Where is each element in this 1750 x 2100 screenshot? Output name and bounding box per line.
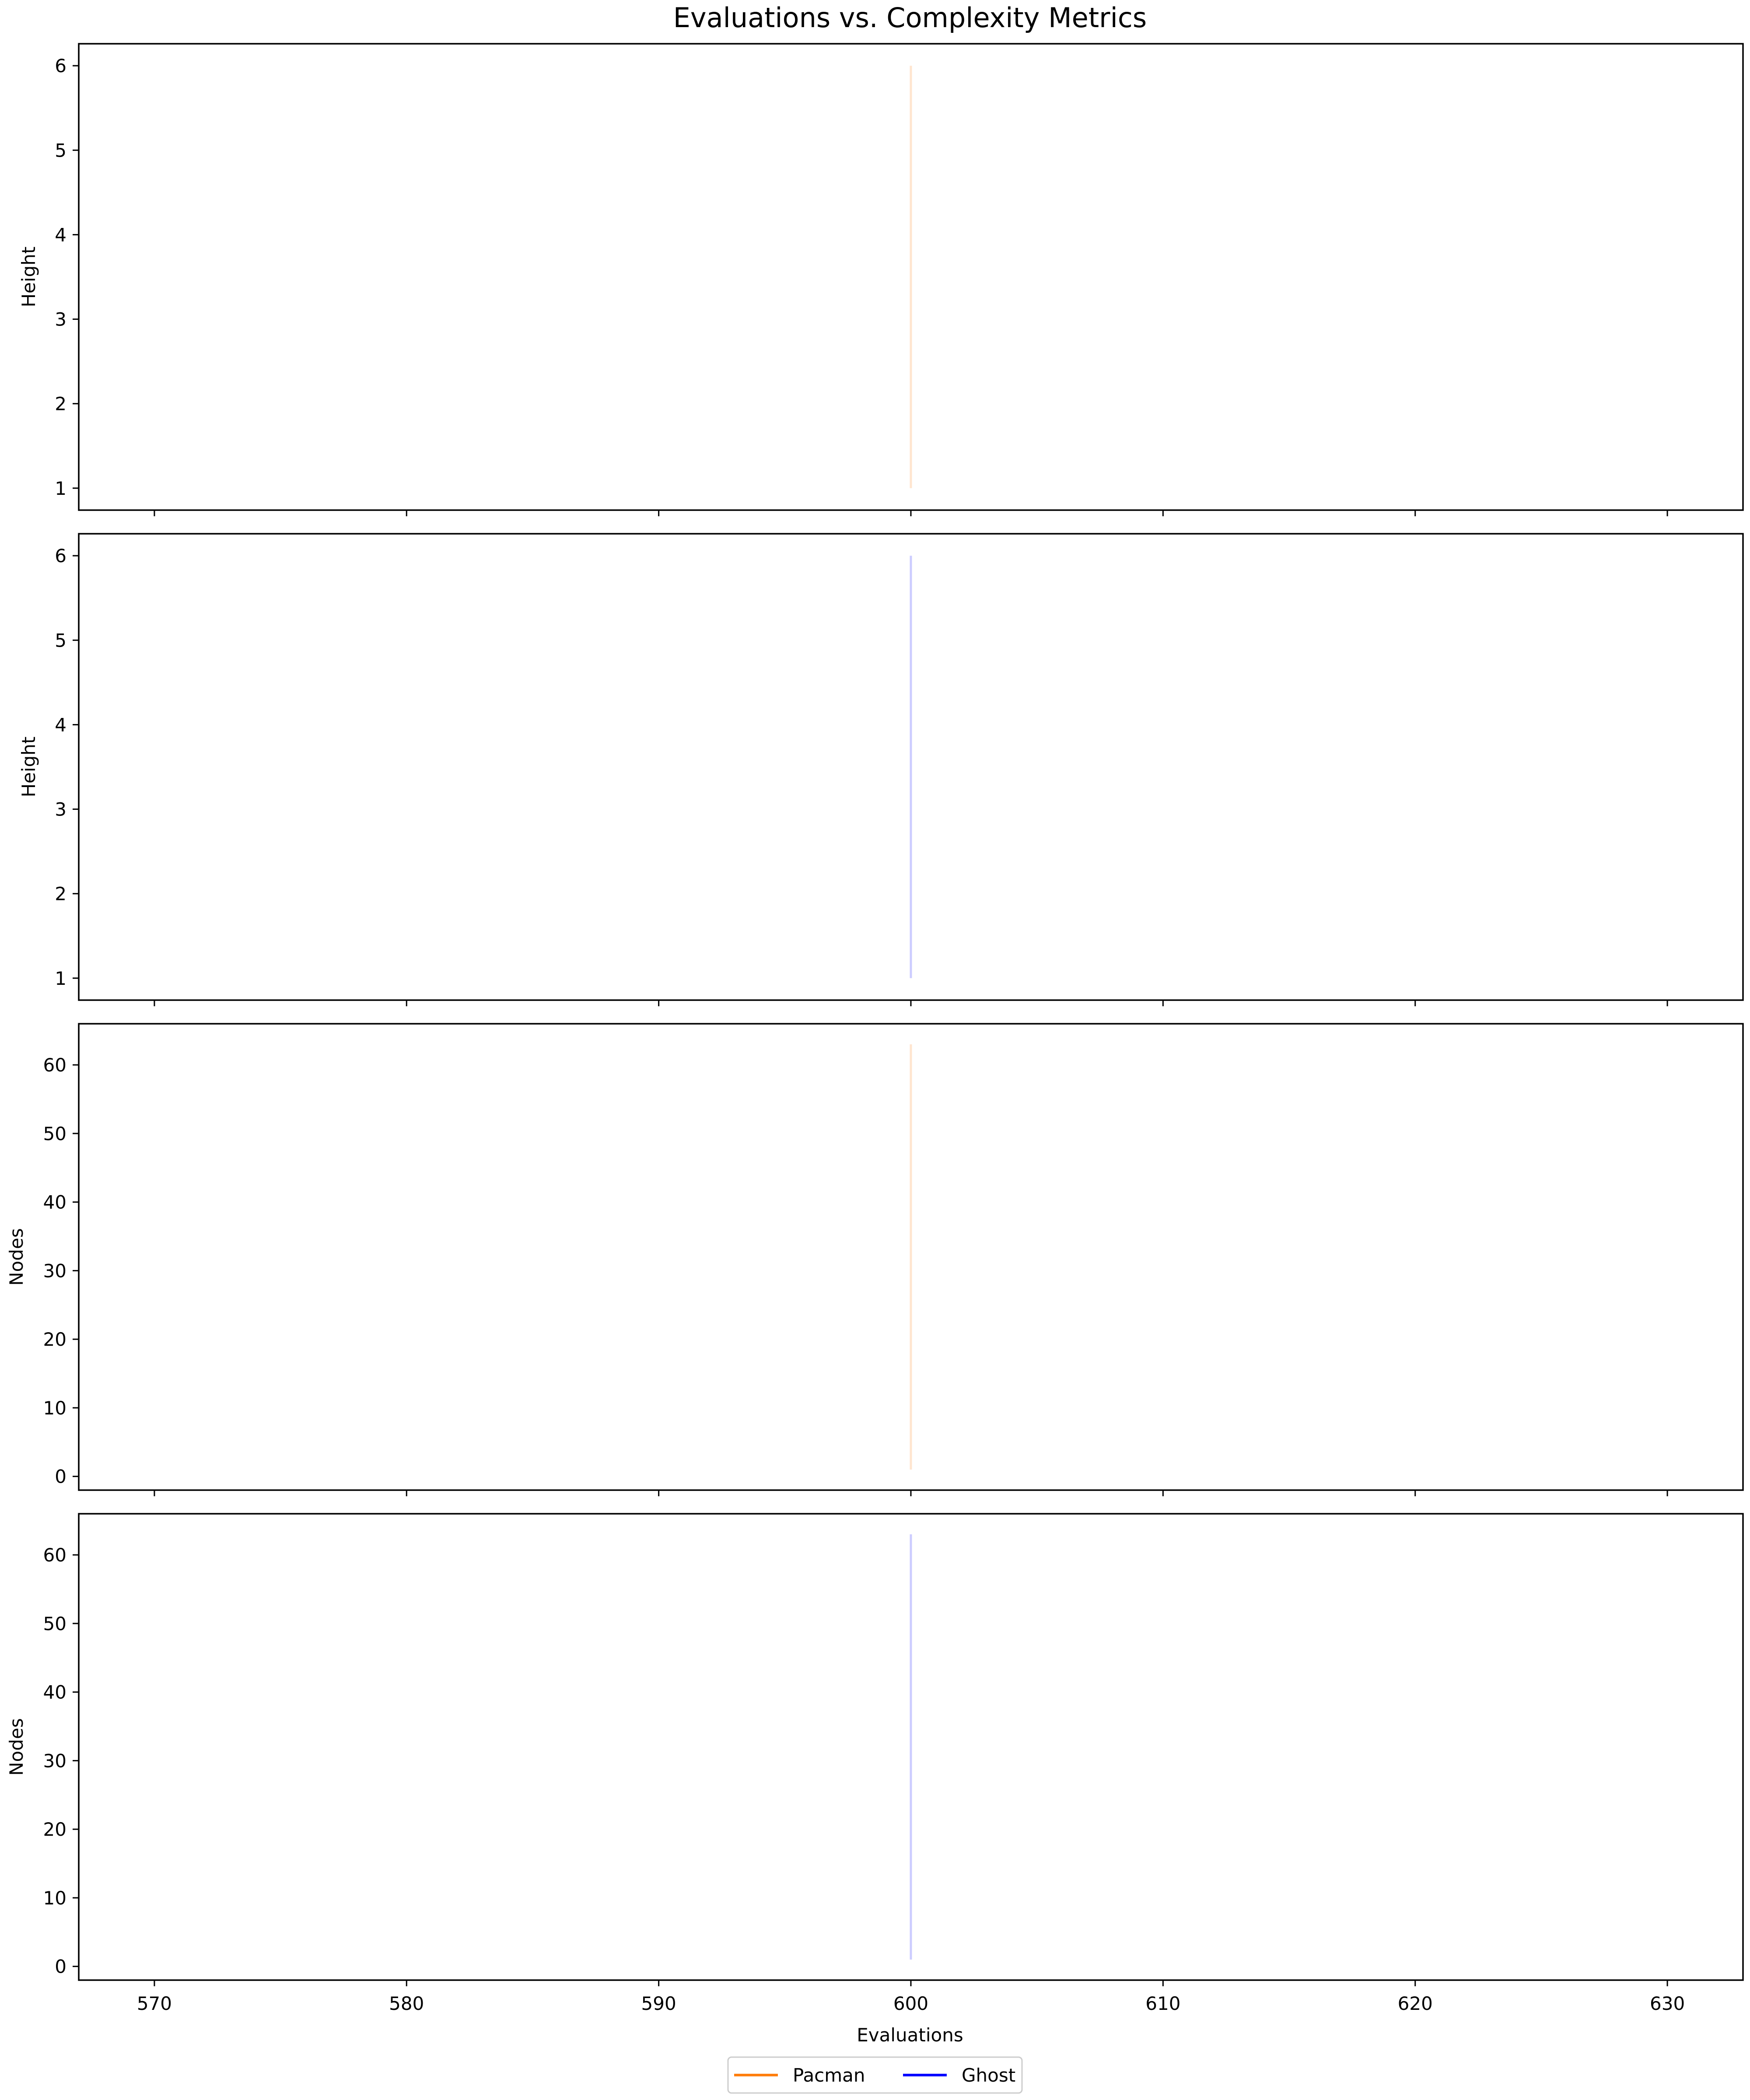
y-tick-label: 2 <box>55 883 66 905</box>
x-tick-label: 600 <box>893 1993 928 2014</box>
y-tick-label: 40 <box>43 1682 66 1703</box>
legend-box <box>727 2056 1023 2094</box>
y-tick-label: 30 <box>43 1260 66 1281</box>
y-axis-label: Nodes <box>6 1718 27 1776</box>
x-tick-label: 620 <box>1398 1993 1433 2014</box>
y-tick-label: 30 <box>43 1750 66 1771</box>
y-axis-label: Height <box>18 247 39 308</box>
panel-1: 1 2 3 4 5 6 Height <box>18 43 1744 516</box>
y-tick-label: 10 <box>43 1887 66 1909</box>
y-tick-label: 20 <box>43 1329 66 1350</box>
y-tick-label: 4 <box>55 714 66 735</box>
y-tick-label: 5 <box>55 140 66 161</box>
panel-4: 0 10 20 30 40 50 60 Nodes 570 580 590 600 610 620 630 <box>6 1513 1744 2014</box>
y-tick-label: 1 <box>55 968 66 989</box>
legend-label-pacman: Pacman <box>793 2065 865 2086</box>
x-tick-label: 630 <box>1650 1993 1685 2014</box>
panel-2: 1 2 3 4 5 6 Height <box>18 533 1744 1006</box>
x-axis-label: Evaluations <box>857 2024 963 2046</box>
chart-title: Evaluations vs. Complexity Metrics <box>673 2 1147 34</box>
y-tick-label: 50 <box>43 1613 66 1634</box>
legend: Pacman Ghost <box>727 2056 1023 2094</box>
y-tick-label: 3 <box>55 799 66 820</box>
y-tick-label: 6 <box>55 545 66 567</box>
x-tick-label: 610 <box>1145 1993 1180 2014</box>
y-tick-label: 2 <box>55 393 66 415</box>
y-tick-label: 20 <box>43 1819 66 1840</box>
x-tick-label: 590 <box>641 1993 676 2014</box>
y-tick-label: 4 <box>55 224 66 245</box>
y-tick-label: 10 <box>43 1397 66 1419</box>
y-axis-label: Height <box>18 737 39 798</box>
legend-label-ghost: Ghost <box>962 2065 1015 2086</box>
panels: 1 2 3 4 5 6 Height 1 2 3 4 5 6 Height 0 10 20 30 40 50 60 Nod… <box>6 43 1744 2014</box>
y-tick-label: 3 <box>55 309 66 330</box>
y-tick-label: 1 <box>55 478 66 499</box>
y-tick-label: 40 <box>43 1192 66 1213</box>
x-tick-label: 570 <box>137 1993 172 2014</box>
x-tick-label: 580 <box>389 1993 424 2014</box>
y-axis-label: Nodes <box>6 1228 27 1286</box>
y-tick-label: 60 <box>43 1544 66 1566</box>
y-tick-label: 60 <box>43 1054 66 1076</box>
y-tick-label: 0 <box>55 1956 66 1978</box>
y-tick-label: 0 <box>55 1466 66 1488</box>
y-tick-label: 5 <box>55 630 66 651</box>
y-tick-label: 6 <box>55 55 66 77</box>
y-tick-label: 50 <box>43 1123 66 1144</box>
panel-3: 0 10 20 30 40 50 60 Nodes <box>6 1023 1744 1496</box>
